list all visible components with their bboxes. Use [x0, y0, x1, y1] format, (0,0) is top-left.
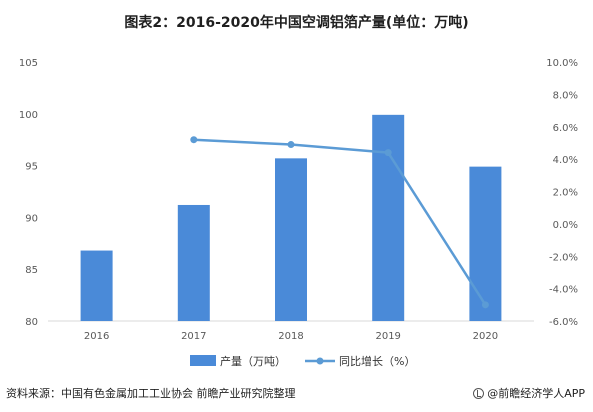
brand-logo-icon: [473, 387, 485, 399]
y-left-tick-label: 80: [25, 317, 38, 328]
y-right-tick-label: -6.0%: [549, 317, 578, 328]
bar-2018: [275, 158, 307, 321]
y-left-tick-label: 90: [25, 213, 38, 224]
x-tick-label: 2016: [84, 331, 109, 342]
y-left-tick-label: 105: [19, 58, 38, 69]
y-left-tick-label: 95: [25, 162, 38, 173]
y-right-tick-label: 2.0%: [553, 188, 578, 199]
y-right-tick-label: 8.0%: [553, 90, 578, 101]
x-tick-label: 2017: [181, 331, 206, 342]
y-right-tick-label: -4.0%: [549, 285, 578, 296]
y-left-tick-label: 85: [25, 265, 38, 276]
bar-2019: [372, 114, 405, 321]
bar-2016: [80, 250, 113, 321]
y-right-tick-label: 10.0%: [546, 58, 578, 69]
y-axis-left: 80 85 90 95 100 105: [19, 58, 38, 328]
y-right-tick-label: -2.0%: [549, 252, 578, 263]
x-tick-label: 2018: [278, 331, 303, 342]
growth-point: [287, 141, 295, 149]
x-tick-label: 2019: [375, 331, 400, 342]
line-series: [190, 136, 489, 309]
y-right-tick-label: 0.0%: [553, 220, 578, 231]
x-tick-label: 2020: [473, 331, 498, 342]
legend-line-label: 同比增长（%）: [339, 354, 415, 368]
brand-watermark: @前瞻经济学人APP: [473, 385, 585, 401]
legend-bar-swatch: [190, 355, 216, 366]
growth-point: [384, 149, 392, 157]
bar-2020: [469, 166, 502, 321]
legend-line-marker: [316, 357, 324, 365]
bar-2017: [177, 204, 210, 321]
y-right-tick-label: 4.0%: [553, 155, 578, 166]
legend-bar-label: 产量（万吨）: [220, 354, 286, 368]
growth-line: [193, 138, 487, 306]
y-axis-right: -6.0% -4.0% -2.0% 0.0% 2.0% 4.0% 6.0% 8.0% 10.0%: [546, 58, 578, 328]
legend: 产量（万吨） 同比增长（%）: [190, 354, 415, 368]
source-note: 资料来源：中国有色金属加工工业协会 前瞻产业研究院整理: [6, 387, 296, 400]
x-axis: 2016 2017 2018 2019 2020: [84, 331, 498, 342]
chart-title: 图表2：2016-2020年中国空调铝箔产量(单位：万吨): [124, 15, 469, 31]
y-left-tick-label: 100: [19, 110, 38, 121]
growth-point: [190, 136, 198, 144]
growth-point: [481, 301, 489, 309]
brand-label: @前瞻经济学人APP: [487, 387, 585, 400]
y-right-tick-label: 6.0%: [553, 123, 578, 134]
